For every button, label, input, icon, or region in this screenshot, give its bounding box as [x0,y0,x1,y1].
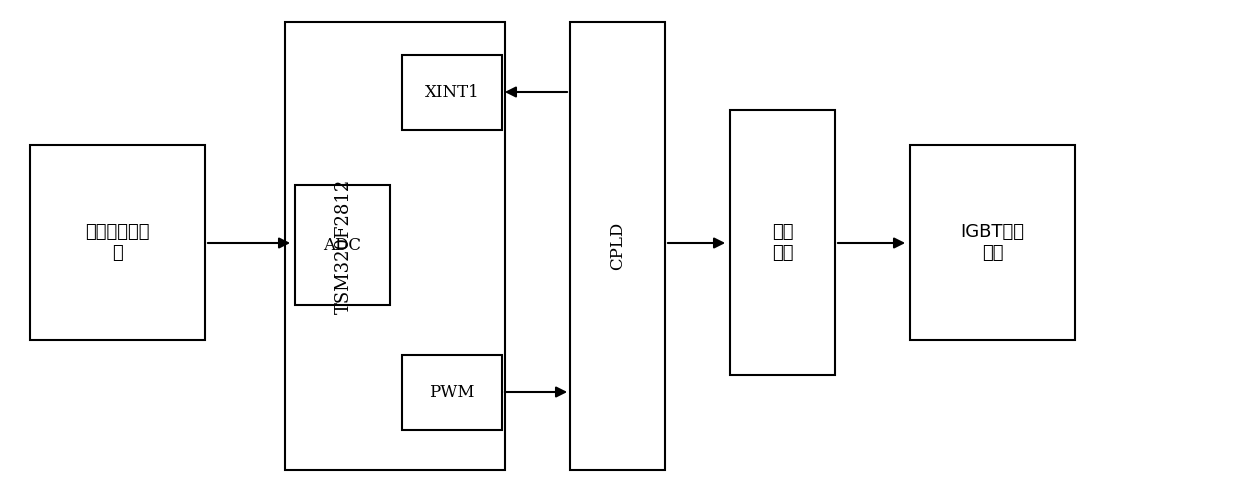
Text: 光耦
隔离: 光耦 隔离 [772,223,793,262]
Bar [570,22,665,470]
Text: PWM: PWM [429,384,475,401]
Text: TSM320F2812: TSM320F2812 [335,179,353,313]
Text: 霍尔电流传感
器: 霍尔电流传感 器 [85,223,150,262]
Bar [30,145,204,340]
Bar [401,355,502,430]
Bar [401,55,502,130]
Bar [285,22,506,470]
Text: ADC: ADC [323,237,362,253]
Text: CPLD: CPLD [610,222,626,270]
Bar [295,185,390,305]
Text: IGBT驱动
电路: IGBT驱动 电路 [960,223,1025,262]
Bar [730,110,835,375]
Text: XINT1: XINT1 [425,84,479,101]
Bar [909,145,1075,340]
